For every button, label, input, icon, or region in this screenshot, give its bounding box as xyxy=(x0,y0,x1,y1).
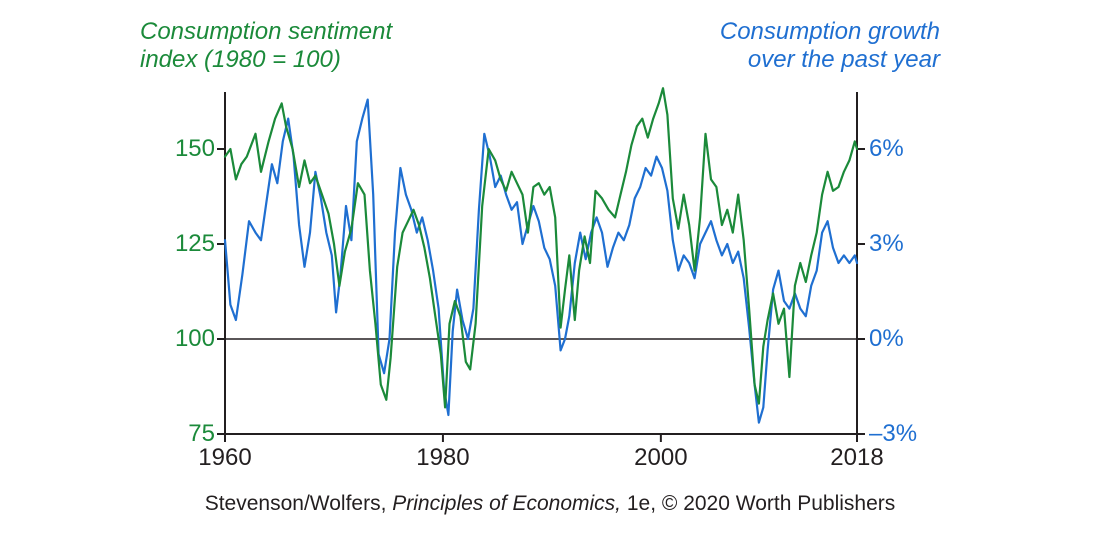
y-right-tick-label: 3% xyxy=(869,230,939,258)
y-left-tick-label: 125 xyxy=(155,230,215,258)
x-tick-label: 1960 xyxy=(185,444,265,472)
caption-title: Principles of Economics, xyxy=(392,492,621,515)
x-tick-label: 1980 xyxy=(403,444,483,472)
chart-svg xyxy=(0,0,1100,539)
y-left-tick-label: 100 xyxy=(155,325,215,353)
consumption-sentiment-series xyxy=(225,88,857,407)
y-right-tick-label: 6% xyxy=(869,135,939,163)
caption-authors: Stevenson/Wolfers, xyxy=(205,492,393,515)
x-tick-label: 2000 xyxy=(621,444,701,472)
y-right-tick-label: –3% xyxy=(869,420,939,448)
y-right-tick-label: 0% xyxy=(869,325,939,353)
x-tick-label: 2018 xyxy=(817,444,897,472)
y-left-tick-label: 150 xyxy=(155,135,215,163)
y-left-tick-label: 75 xyxy=(155,420,215,448)
source-caption: Stevenson/Wolfers, Principles of Economi… xyxy=(0,492,1100,516)
caption-rest: 1e, © 2020 Worth Publishers xyxy=(621,492,895,515)
chart-stage: Consumption sentiment index (1980 = 100)… xyxy=(0,0,1100,539)
